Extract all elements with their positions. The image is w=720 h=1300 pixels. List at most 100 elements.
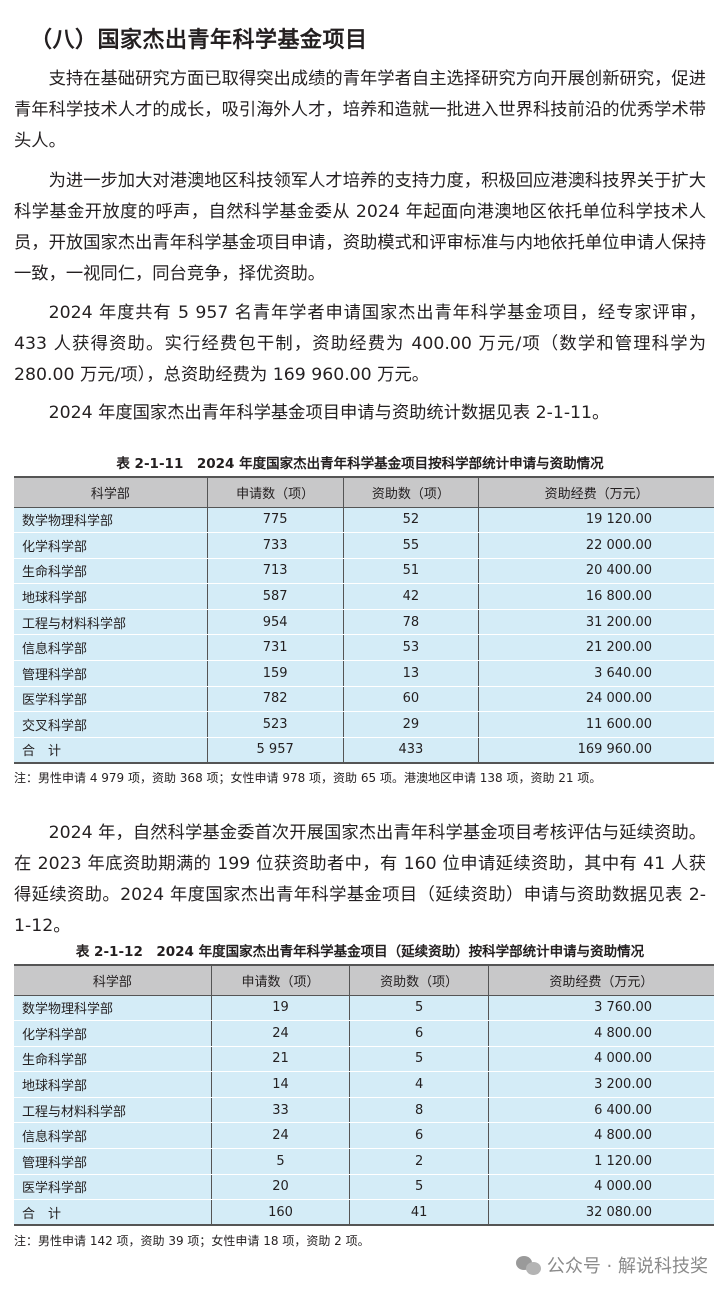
table-cell: 775 xyxy=(206,507,344,534)
table-cell: 60 xyxy=(342,686,479,713)
table-cell: 169 960.00 xyxy=(478,737,714,764)
table-cell: 管理科学部 xyxy=(14,1148,212,1175)
table-row: 生命科学部 21 5 4 000.00 xyxy=(14,1046,714,1073)
table-cell: 41 xyxy=(349,1199,489,1227)
table-cell: 4 000.00 xyxy=(487,1174,714,1201)
table-cell: 3 640.00 xyxy=(478,660,714,687)
table-cell: 52 xyxy=(342,507,479,534)
table-cell: 5 xyxy=(210,1148,350,1175)
table-cell: 24 xyxy=(210,1020,350,1047)
column-header: 申请数（项） xyxy=(210,965,350,996)
table-cell: 11 600.00 xyxy=(478,711,714,738)
table1-note: 注：男性申请 4 979 项，资助 368 项；女性申请 978 项，资助 65… xyxy=(14,771,602,785)
table-cell: 13 xyxy=(342,660,479,687)
table-cell: 1 120.00 xyxy=(487,1148,714,1175)
table-cell: 4 xyxy=(349,1071,489,1098)
table-cell: 信息科学部 xyxy=(14,634,208,662)
table-cell: 587 xyxy=(206,583,344,610)
table-row: 数学物理科学部 775 52 19 120.00 xyxy=(14,507,714,534)
table-cell: 合 计 xyxy=(14,1199,212,1227)
table-cell: 化学科学部 xyxy=(14,1020,212,1047)
table-cell: 地球科学部 xyxy=(14,583,208,610)
table-cell: 管理科学部 xyxy=(14,660,208,687)
table-cell: 生命科学部 xyxy=(14,1046,212,1073)
column-header: 资助经费（万元） xyxy=(478,477,714,508)
table-cell: 16 800.00 xyxy=(478,583,714,610)
table-row: 工程与材料科学部 954 78 31 200.00 xyxy=(14,609,714,636)
table-cell: 5 xyxy=(349,995,489,1022)
table-2-1-11: 科学部 申请数（项） 资助数（项） 资助经费（万元） 数学物理科学部 775 52 19 12… xyxy=(14,476,714,764)
table-cell: 713 xyxy=(206,558,344,585)
table2-caption: 表 2-1-12 2024 年度国家杰出青年科学基金项目（延续资助）按科学部统计… xyxy=(75,944,645,960)
table-cell: 21 xyxy=(210,1046,350,1073)
paragraph-continuation: 2024 年，自然科学基金委首次开展国家杰出青年科学基金项目考核评估与延续资助。… xyxy=(14,823,706,936)
table-cell: 159 xyxy=(206,660,344,687)
table-cell: 733 xyxy=(206,532,344,559)
paragraph-intro: 支持在基础研究方面已取得突出成绩的青年学者自主选择研究方向开展创新研究，促进青年… xyxy=(14,69,706,151)
table2-note: 注：男性申请 142 项，资助 39 项；女性申请 18 项，资助 2 项。 xyxy=(14,1234,370,1248)
table-row: 化学科学部 733 55 22 000.00 xyxy=(14,532,714,559)
table-cell: 24 xyxy=(210,1122,350,1150)
table-cell: 19 xyxy=(210,995,350,1022)
table-cell: 160 xyxy=(210,1199,350,1227)
watermark: 公众号 · 解说科技奖 xyxy=(515,1252,708,1278)
paragraph-hk-macao: 为进一步加大对港澳地区科技领军人才培养的支持力度，积极回应港澳科技界关于扩大科学… xyxy=(14,171,706,284)
table-row: 管理科学部 5 2 1 120.00 xyxy=(14,1148,714,1175)
table-cell: 32 080.00 xyxy=(487,1199,714,1227)
table-cell: 20 400.00 xyxy=(478,558,714,585)
table-cell: 78 xyxy=(342,609,479,636)
total-row: 合 计 160 41 32 080.00 xyxy=(14,1199,714,1227)
table-cell: 2 xyxy=(349,1148,489,1175)
table-cell: 工程与材料科学部 xyxy=(14,609,208,636)
table-cell: 医学科学部 xyxy=(14,686,208,713)
table-row: 信息科学部 731 53 21 200.00 xyxy=(14,634,714,662)
table-cell: 51 xyxy=(342,558,479,585)
table-cell: 4 800.00 xyxy=(487,1122,714,1150)
table-row: 数学物理科学部 19 5 3 760.00 xyxy=(14,995,714,1022)
table-cell: 5 xyxy=(349,1174,489,1201)
table-cell: 合 计 xyxy=(14,737,208,764)
column-header: 资助数（项） xyxy=(342,477,479,508)
table-cell: 782 xyxy=(206,686,344,713)
table-cell: 4 800.00 xyxy=(487,1020,714,1047)
table-cell: 20 xyxy=(210,1174,350,1201)
wechat-icon xyxy=(515,1254,542,1276)
table-cell: 交叉科学部 xyxy=(14,711,208,738)
table-cell: 42 xyxy=(342,583,479,610)
table-cell: 4 000.00 xyxy=(487,1046,714,1073)
table-cell: 731 xyxy=(206,634,344,662)
table-2-1-12: 科学部 申请数（项） 资助数（项） 资助经费（万元） 数学物理科学部 19 5 3 760.0… xyxy=(14,964,714,1227)
table-cell: 31 200.00 xyxy=(478,609,714,636)
table-row: 交叉科学部 523 29 11 600.00 xyxy=(14,711,714,738)
table-cell: 24 000.00 xyxy=(478,686,714,713)
table-cell: 53 xyxy=(342,634,479,662)
table-row: 生命科学部 713 51 20 400.00 xyxy=(14,558,714,585)
table-cell: 3 200.00 xyxy=(487,1071,714,1098)
table-cell: 523 xyxy=(206,711,344,738)
table-cell: 22 000.00 xyxy=(478,532,714,559)
table-cell: 6 xyxy=(349,1020,489,1047)
table-row: 地球科学部 587 42 16 800.00 xyxy=(14,583,714,610)
table-cell: 21 200.00 xyxy=(478,634,714,662)
table-cell: 19 120.00 xyxy=(478,507,714,534)
table-cell: 5 957 xyxy=(206,737,344,764)
table-cell: 化学科学部 xyxy=(14,532,208,559)
table-cell: 55 xyxy=(342,532,479,559)
table-row: 化学科学部 24 6 4 800.00 xyxy=(14,1020,714,1047)
column-header: 资助经费（万元） xyxy=(487,965,714,996)
table-row: 信息科学部 24 6 4 800.00 xyxy=(14,1122,714,1150)
table-cell: 5 xyxy=(349,1046,489,1073)
table-cell: 数学物理科学部 xyxy=(14,507,208,534)
table-cell: 信息科学部 xyxy=(14,1122,212,1150)
table-cell: 医学科学部 xyxy=(14,1174,212,1201)
table-cell: 433 xyxy=(342,737,479,764)
table-cell: 14 xyxy=(210,1071,350,1098)
table1-caption: 表 2-1-11 2024 年度国家杰出青年科学基金项目按科学部统计申请与资助情… xyxy=(116,456,604,472)
column-header: 科学部 xyxy=(14,965,212,996)
table-cell: 954 xyxy=(206,609,344,636)
paragraph-table-ref: 2024 年度国家杰出青年科学基金项目申请与资助统计数据见表 2-1-11。 xyxy=(48,403,610,423)
table-cell: 8 xyxy=(349,1097,489,1124)
table-cell: 工程与材料科学部 xyxy=(14,1097,212,1124)
table-cell: 3 760.00 xyxy=(487,995,714,1022)
